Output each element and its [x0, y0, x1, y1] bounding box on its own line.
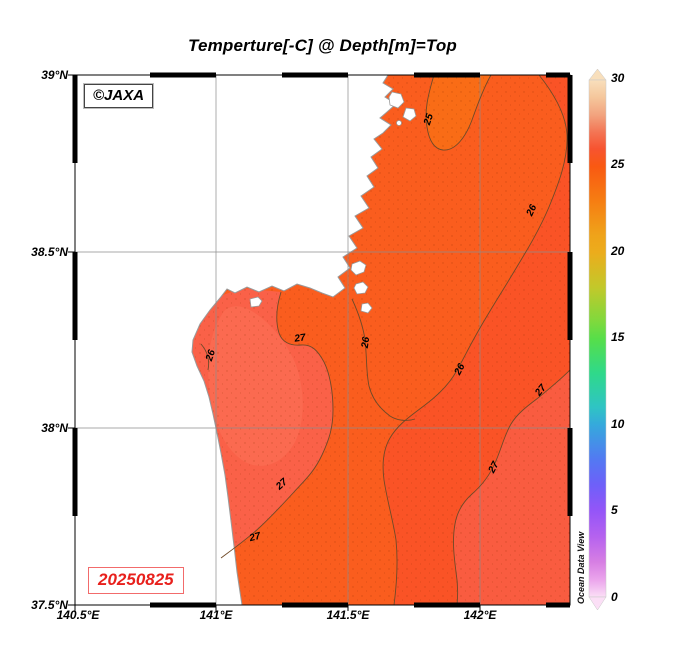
y-tick-37-5N: 37.5°N	[31, 598, 68, 612]
contour-26-coast	[200, 343, 210, 371]
island-urato-2	[353, 281, 369, 295]
x-tick-141E: 141°E	[199, 608, 233, 622]
odv-credit-label: Ocean Data View	[576, 531, 586, 604]
colorbar-tick-10: 10	[611, 417, 625, 431]
colorbar-arrow-top	[588, 68, 607, 81]
island-north-3	[396, 120, 402, 126]
axis-ticks	[68, 74, 481, 611]
plot-title: Temperture[-C] @ Depth[m]=Top	[187, 36, 458, 55]
colorbar-arrow-bottom	[588, 596, 607, 611]
y-tick-38N: 38°N	[41, 421, 68, 435]
colorbar-tick-20: 20	[611, 244, 625, 258]
colorbar	[588, 68, 607, 611]
contour-label-26: 26	[359, 336, 373, 349]
x-tick-142E: 142°E	[463, 608, 497, 622]
x-tick-140-5E: 140.5°E	[56, 608, 100, 622]
x-axis-tick-marks	[74, 605, 481, 611]
y-tick-38-5N: 38.5°N	[31, 245, 68, 259]
y-tick-39N: 39°N	[41, 68, 68, 82]
contour-27-east	[453, 369, 570, 605]
colorbar-tick-5: 5	[611, 503, 618, 517]
contour-25	[425, 75, 492, 151]
graticule	[75, 75, 570, 605]
colorbar-tick-25: 25	[611, 157, 625, 171]
contour-label-27: 27	[293, 332, 307, 345]
land-layer	[75, 75, 417, 605]
land-honshu	[75, 75, 397, 605]
contour-27-bay	[220, 291, 334, 559]
contour-26-bay	[351, 298, 416, 421]
map-frame	[68, 72, 573, 611]
jaxa-credit-box: ©JAXA	[82, 83, 155, 109]
island-north-1	[388, 91, 405, 109]
date-label-box: 20250825	[88, 567, 184, 594]
contour-26-east	[382, 75, 568, 605]
isotherm-contours	[200, 75, 570, 605]
y-axis-tick-marks	[68, 74, 75, 606]
island-urato-1	[350, 260, 367, 276]
frame-degree-bands	[72, 72, 573, 608]
colorbar-tick-30: 30	[611, 71, 625, 85]
island-urato-3	[360, 302, 373, 314]
colorbar-tick-15: 15	[611, 330, 625, 344]
colorbar-tick-0: 0	[611, 590, 618, 604]
x-tick-141-5E: 141.5°E	[326, 608, 370, 622]
island-north-2	[402, 107, 417, 122]
colorbar-gradient-bar	[588, 79, 607, 598]
island-bay-small	[249, 296, 263, 308]
